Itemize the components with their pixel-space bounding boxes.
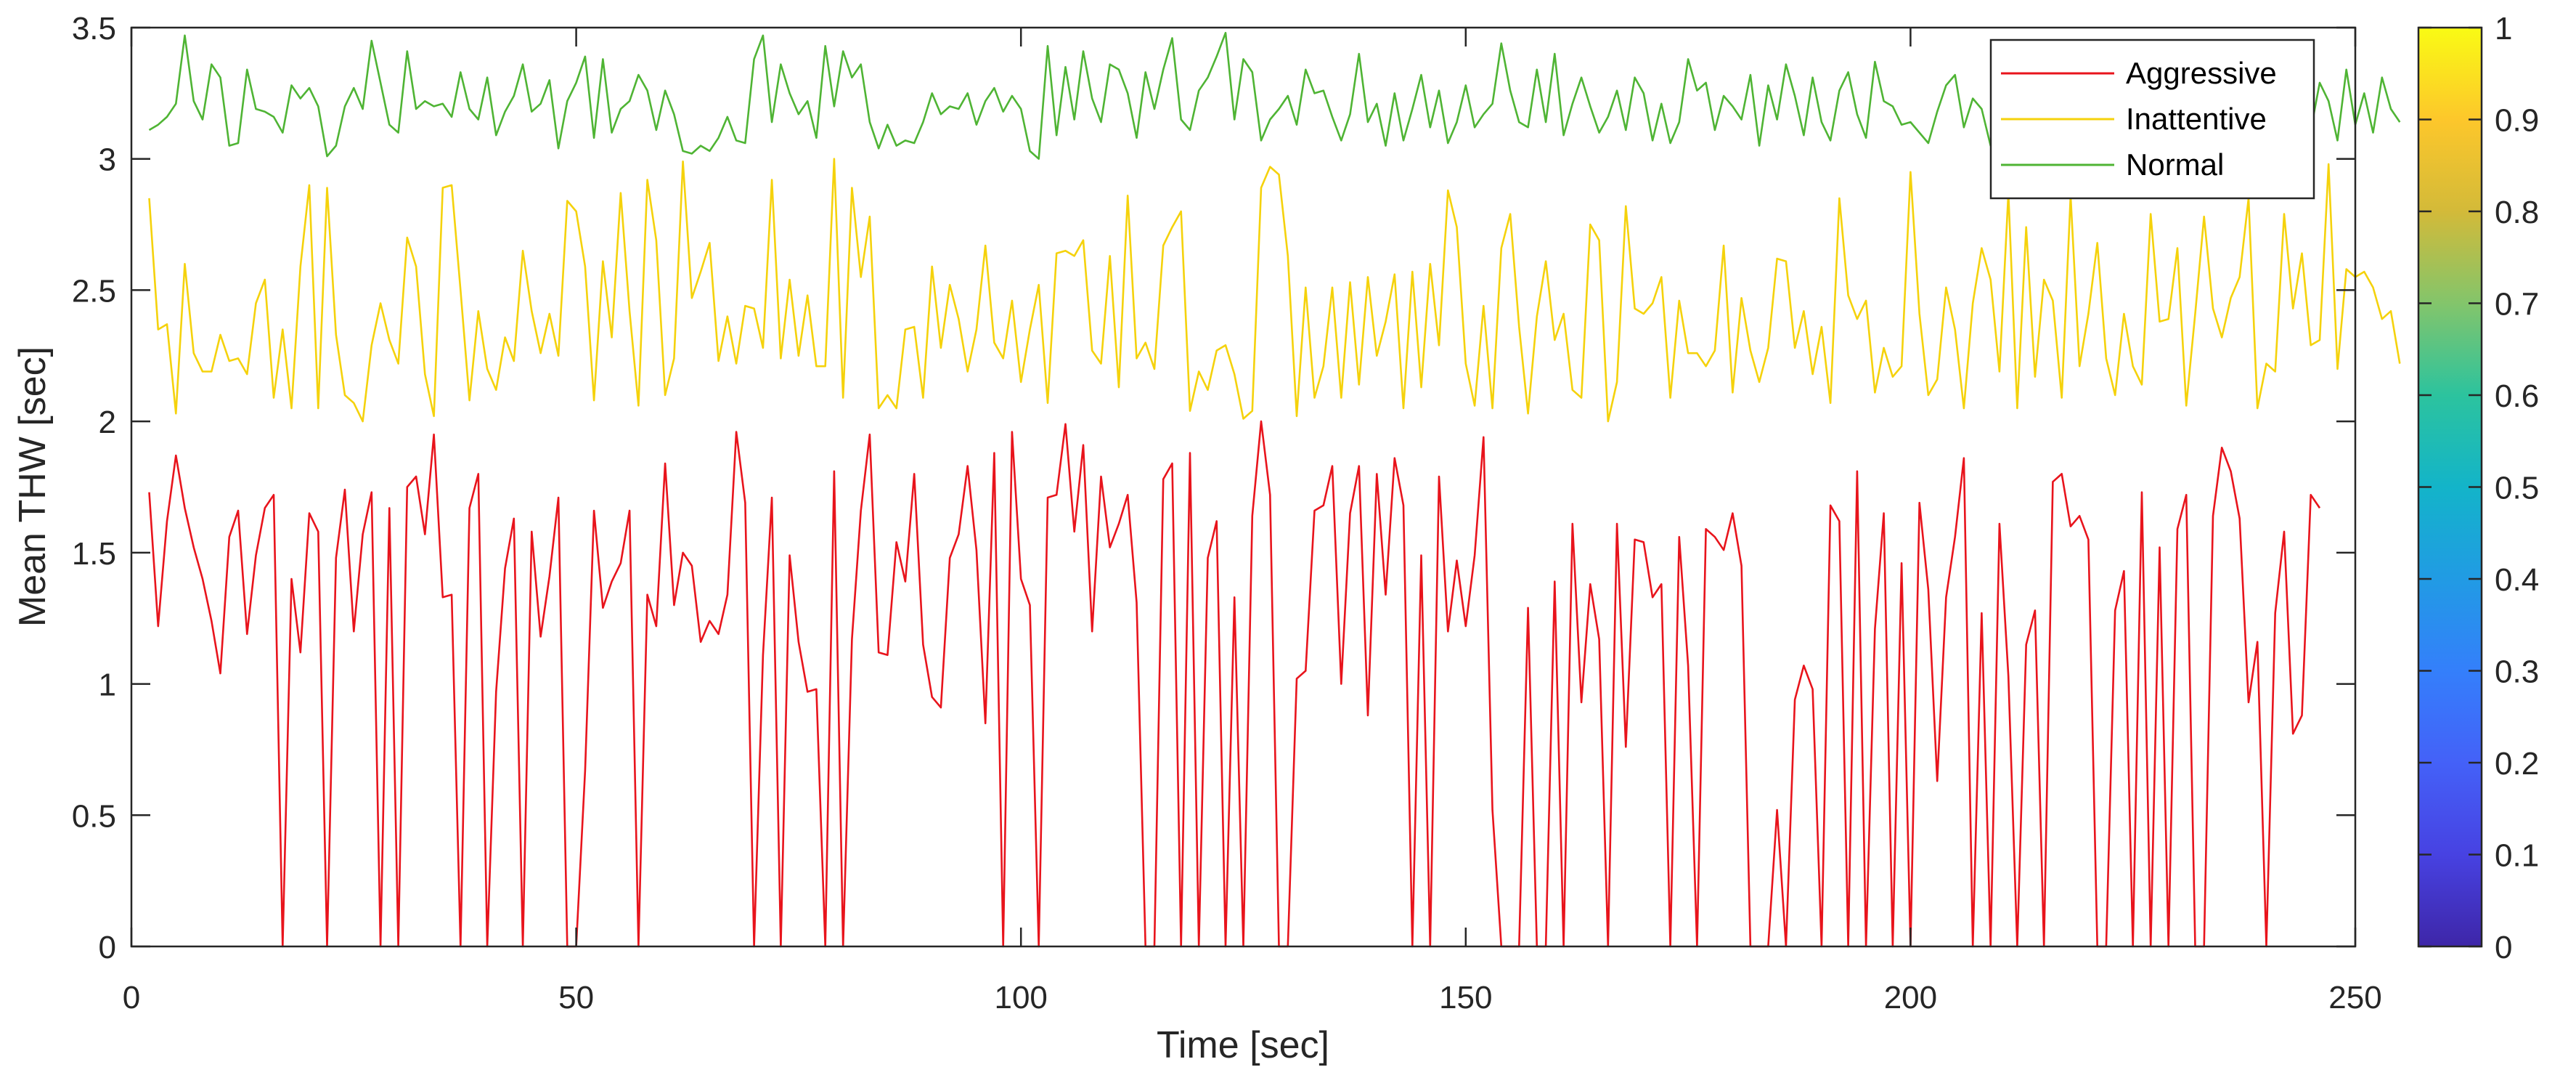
y-axis: 0 0.5 1 1.5 2 2.5 3 3.5 xyxy=(72,11,2355,965)
x-tick-label: 0 xyxy=(123,980,140,1015)
plot-box xyxy=(130,26,2357,948)
colorbar-tick-label: 0.1 xyxy=(2495,838,2539,874)
legend: Aggressive Inattentive Normal xyxy=(1989,38,2315,200)
colorbar-tick-label: 0.3 xyxy=(2495,654,2539,690)
colorbar-ticks: 0 0.1 0.2 0.3 0.4 0.5 0.6 0.7 0.8 0.9 1 xyxy=(2418,11,2539,965)
colorbar-tick-label: 0.8 xyxy=(2495,195,2539,230)
colorbar-tick-label: 0.4 xyxy=(2495,562,2539,598)
series-line-aggressive xyxy=(148,420,2321,948)
x-tick-label: 50 xyxy=(558,980,594,1015)
y-tick-label: 1 xyxy=(99,668,116,703)
legend-label-normal: Normal xyxy=(2126,147,2224,182)
y-tick-label: 2 xyxy=(99,405,116,440)
colorbar: 0 0.1 0.2 0.3 0.4 0.5 0.6 0.7 0.8 0.9 1 xyxy=(2417,11,2539,965)
colorbar-tick-label: 0.2 xyxy=(2495,746,2539,782)
colorbar-tick-label: 0.5 xyxy=(2495,471,2539,506)
y-tick-label: 0.5 xyxy=(72,798,116,834)
colorbar-tick-label: 0.9 xyxy=(2495,103,2539,139)
y-tick-label: 2.5 xyxy=(72,273,116,309)
y-tick-label: 0 xyxy=(99,930,116,965)
series-line-inattentive xyxy=(148,158,2401,423)
x-tick-label: 100 xyxy=(994,980,1047,1015)
colorbar-tick-label: 0.7 xyxy=(2495,287,2539,323)
x-axis-label: Time [sec] xyxy=(1157,1024,1329,1066)
x-tick-label: 250 xyxy=(2328,980,2381,1015)
colorbar-tick-label: 1 xyxy=(2495,11,2512,46)
x-axis: 0 50 100 150 200 250 xyxy=(123,28,2382,1015)
x-tick-label: 200 xyxy=(1884,980,1937,1015)
x-tick-label: 150 xyxy=(1439,980,1492,1015)
y-tick-label: 1.5 xyxy=(72,536,116,572)
colorbar-tick-label: 0 xyxy=(2495,930,2512,965)
legend-label-inattentive: Inattentive xyxy=(2126,102,2267,136)
y-axis-label: Mean THW [sec] xyxy=(12,346,54,627)
plot-area xyxy=(131,28,2355,946)
y-tick-label: 3 xyxy=(99,142,116,178)
legend-label-aggressive: Aggressive xyxy=(2126,56,2277,90)
colorbar-tick-label: 0.6 xyxy=(2495,378,2539,414)
y-tick-label: 3.5 xyxy=(72,11,116,46)
